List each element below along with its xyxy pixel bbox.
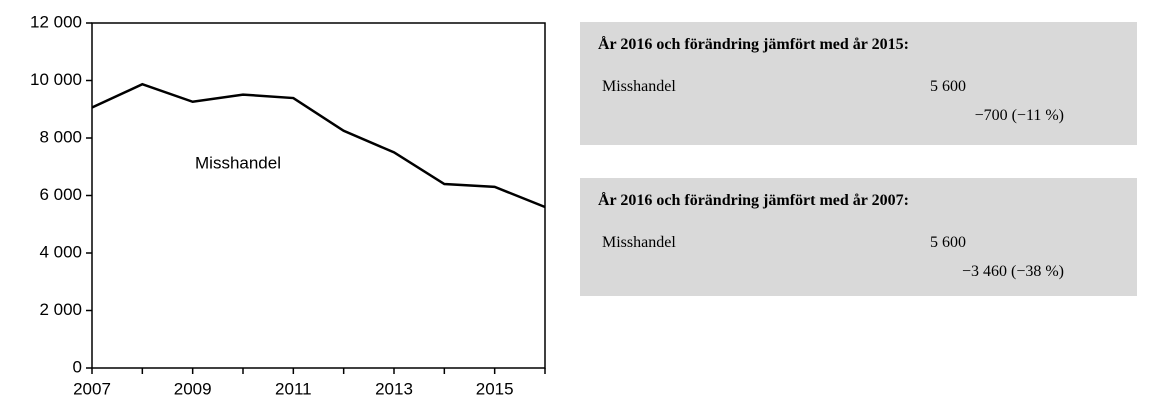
x-tick-label: 2015 <box>476 379 514 398</box>
y-tick-label: 0 <box>73 357 82 376</box>
panel-title: År 2016 och förändring jämfört med år 20… <box>598 36 909 53</box>
y-tick-label: 4 000 <box>39 242 82 261</box>
x-tick-label: 2007 <box>73 379 111 398</box>
y-tick-label: 10 000 <box>30 70 82 89</box>
plot-frame <box>91 22 546 369</box>
panel-change: −700 (−11 %) <box>974 107 1064 124</box>
y-tick-label: 2 000 <box>39 300 82 319</box>
panel-label: Misshandel <box>602 234 676 251</box>
x-tick-label: 2009 <box>174 379 212 398</box>
chart: 0 2 000 4 000 6 000 8 000 10 000 12 000 2007 200… <box>30 12 546 398</box>
panel-value: 5 600 <box>930 78 966 95</box>
summary-panel: År 2016 och förändring jämfört med år 20… <box>580 178 1137 296</box>
panel-change: −3 460 (−38 %) <box>961 263 1064 280</box>
y-tick-label: 12 000 <box>30 12 82 31</box>
y-tick-label: 6 000 <box>39 185 82 204</box>
annotation: Misshandel <box>195 153 281 172</box>
summary-panel: År 2016 och förändring jämfört med år 20… <box>580 22 1137 145</box>
x-tick-label: 2011 <box>275 379 312 398</box>
x-tick-label: 2013 <box>375 379 413 398</box>
line <box>91 82 546 209</box>
y-tick-label: 8 000 <box>39 127 82 146</box>
panel-label: Misshandel <box>602 78 676 95</box>
panel-value: 5 600 <box>930 234 966 251</box>
panel-title: År 2016 och förändring jämfört med år 20… <box>598 192 909 209</box>
